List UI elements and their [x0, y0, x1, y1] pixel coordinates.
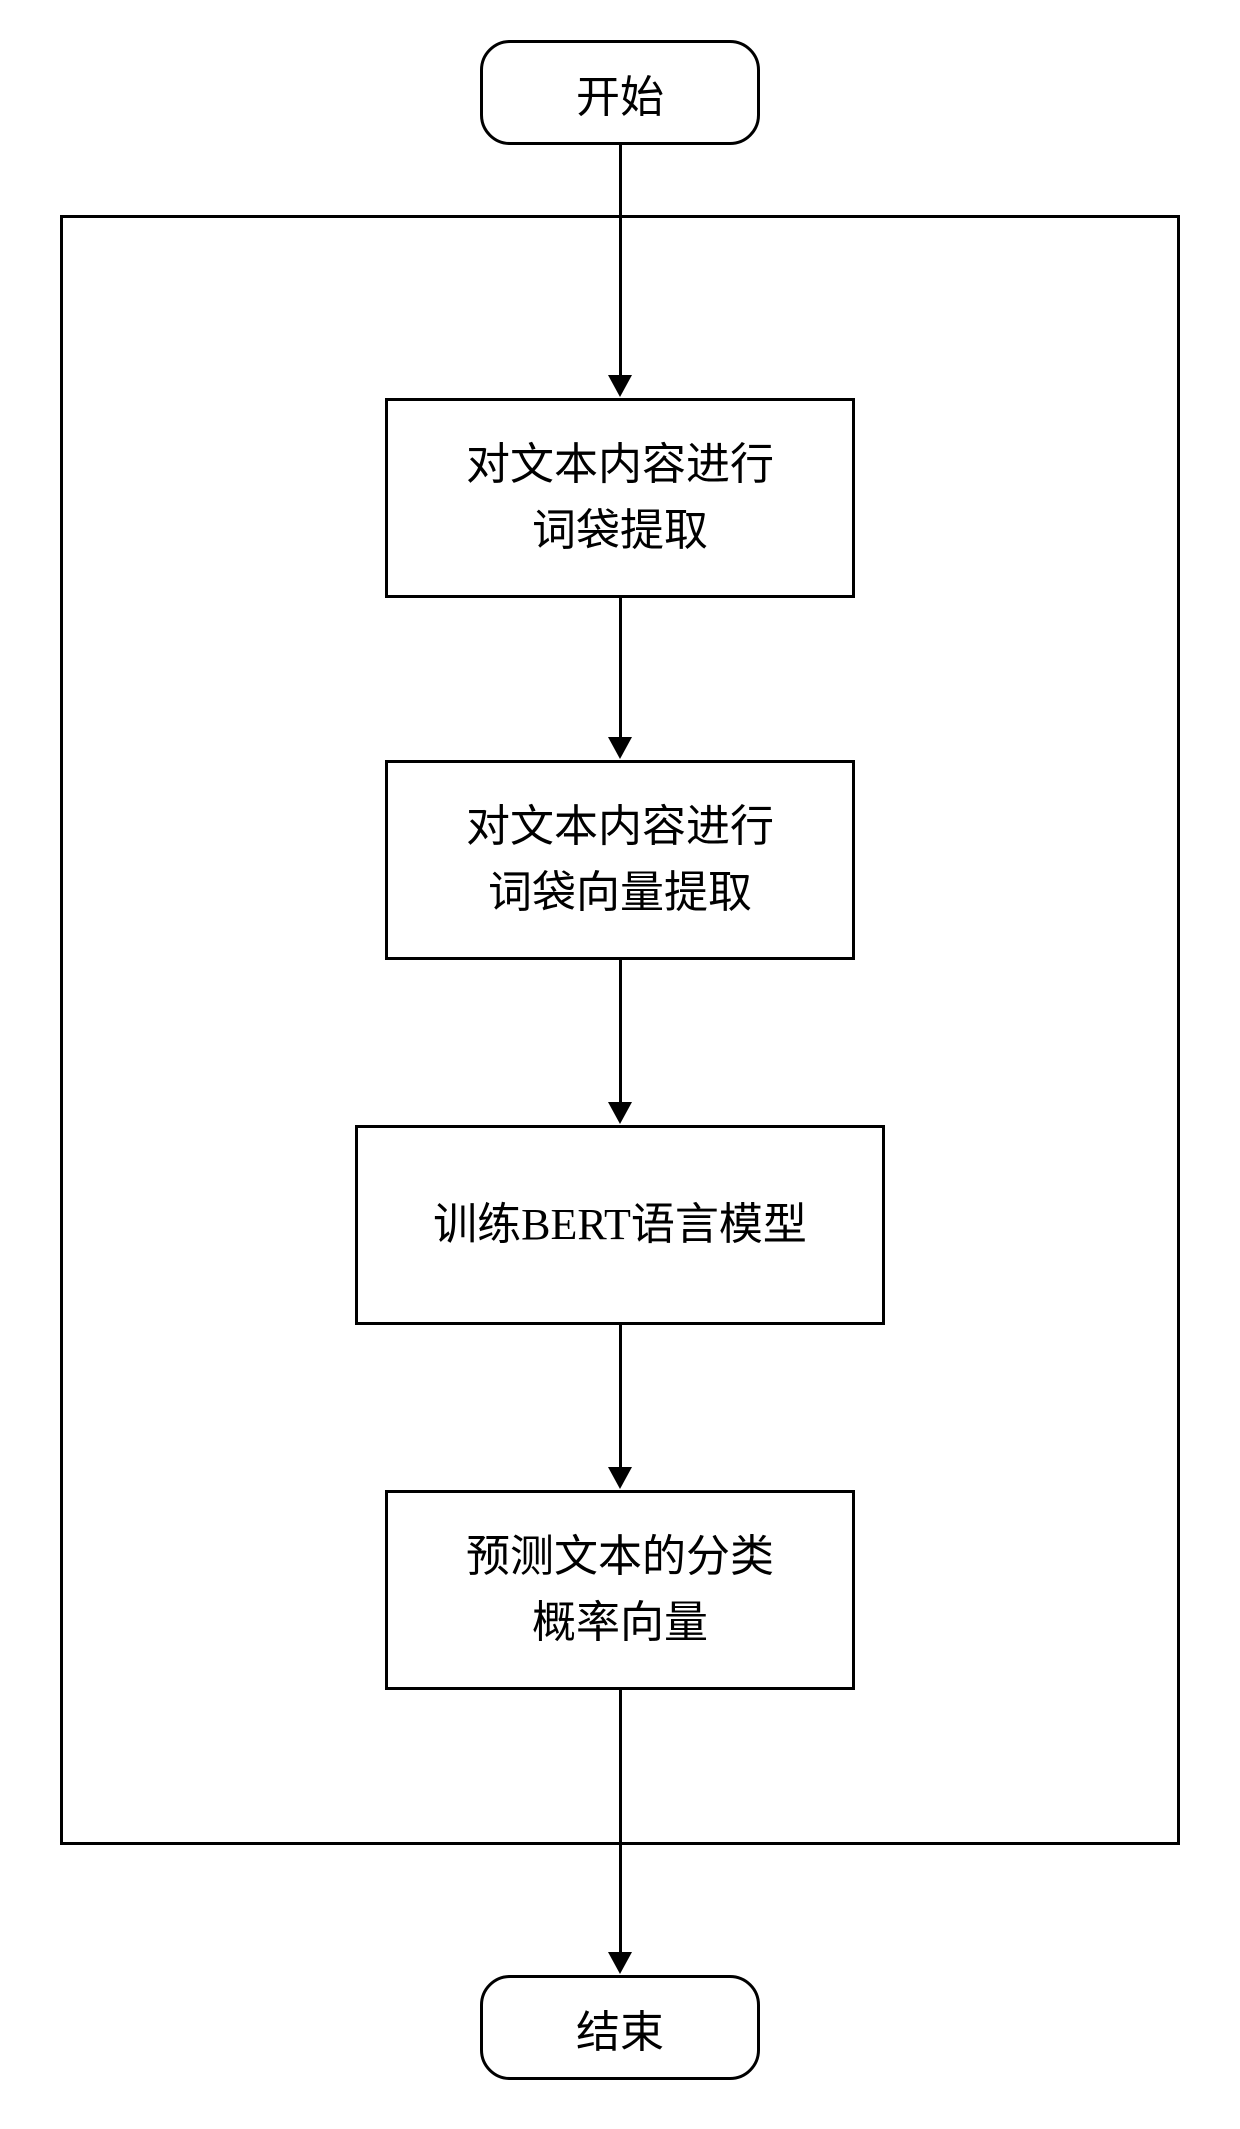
arrow-step4-end	[608, 1690, 632, 1974]
end-node: 结束	[480, 1975, 760, 2080]
step1-label: 对文本内容进行 词袋提取	[466, 432, 774, 564]
flowchart-container: 开始 对文本内容进行 词袋提取 对文本内容进行 词袋向量提取 训练BERT语言模…	[0, 20, 1240, 2129]
arrow-step1-step2	[608, 598, 632, 759]
arrow-step3-step4	[608, 1325, 632, 1489]
arrow-step2-step3	[608, 960, 632, 1124]
end-label: 结束	[576, 1996, 664, 2060]
start-label: 开始	[576, 61, 664, 125]
step3-label: 训练BERT语言模型	[433, 1192, 807, 1258]
step4-node: 预测文本的分类 概率向量	[385, 1490, 855, 1690]
step2-node: 对文本内容进行 词袋向量提取	[385, 760, 855, 960]
step2-label: 对文本内容进行 词袋向量提取	[466, 794, 774, 926]
step4-label: 预测文本的分类 概率向量	[466, 1524, 774, 1656]
step1-node: 对文本内容进行 词袋提取	[385, 398, 855, 598]
step3-node: 训练BERT语言模型	[355, 1125, 885, 1325]
start-node: 开始	[480, 40, 760, 145]
arrow-start-step1	[608, 145, 632, 397]
